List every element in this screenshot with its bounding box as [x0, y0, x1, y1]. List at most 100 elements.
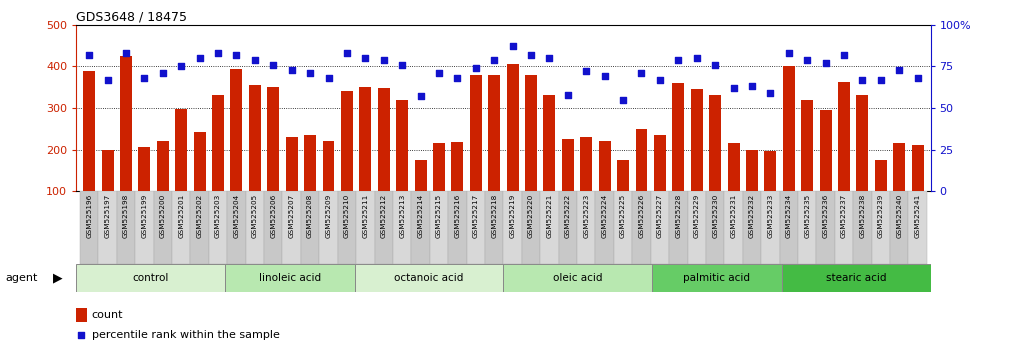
Bar: [193, 132, 205, 233]
Text: GSM525209: GSM525209: [325, 193, 332, 238]
Text: GSM525239: GSM525239: [878, 193, 884, 238]
Text: GSM525228: GSM525228: [675, 193, 681, 238]
Bar: [304, 135, 316, 233]
Bar: [801, 99, 814, 233]
Point: [504, 44, 521, 49]
Text: GSM525208: GSM525208: [307, 193, 313, 238]
Bar: [636, 129, 648, 233]
Bar: [614, 191, 633, 264]
Bar: [338, 191, 356, 264]
Point: [781, 50, 797, 56]
Bar: [525, 75, 537, 233]
Bar: [782, 264, 931, 292]
Bar: [99, 191, 117, 264]
Point: [873, 77, 889, 82]
Point: [375, 57, 392, 63]
Bar: [120, 56, 132, 233]
Bar: [154, 191, 172, 264]
Point: [136, 75, 153, 81]
Text: GSM525212: GSM525212: [380, 193, 386, 238]
Bar: [356, 191, 374, 264]
Text: GSM525211: GSM525211: [362, 193, 368, 238]
Bar: [175, 109, 187, 233]
Text: GSM525199: GSM525199: [141, 193, 147, 238]
Point: [725, 85, 741, 91]
Point: [763, 90, 779, 96]
Bar: [503, 264, 652, 292]
Point: [284, 67, 300, 73]
Text: GSM525221: GSM525221: [546, 193, 552, 238]
Text: GSM525238: GSM525238: [859, 193, 865, 238]
Text: linoleic acid: linoleic acid: [258, 273, 321, 283]
Bar: [76, 264, 225, 292]
Text: GSM525232: GSM525232: [749, 193, 755, 238]
Point: [247, 57, 263, 63]
Text: GSM525213: GSM525213: [399, 193, 405, 238]
Bar: [319, 191, 338, 264]
Text: oleic acid: oleic acid: [553, 273, 602, 283]
Point: [634, 70, 650, 76]
Point: [743, 84, 760, 89]
Bar: [283, 191, 301, 264]
Point: [652, 77, 668, 82]
Bar: [433, 143, 445, 233]
Point: [854, 77, 871, 82]
Text: GSM525234: GSM525234: [786, 193, 792, 238]
Bar: [83, 70, 96, 233]
Bar: [488, 75, 500, 233]
Bar: [581, 137, 592, 233]
Bar: [172, 191, 190, 264]
Bar: [617, 160, 630, 233]
Point: [118, 50, 134, 56]
Bar: [190, 191, 208, 264]
Bar: [225, 264, 355, 292]
Bar: [249, 85, 260, 233]
Bar: [872, 191, 890, 264]
Bar: [780, 191, 798, 264]
Bar: [633, 191, 651, 264]
Bar: [227, 191, 246, 264]
Point: [210, 50, 226, 56]
Bar: [727, 143, 739, 233]
Bar: [485, 191, 503, 264]
Point: [155, 70, 171, 76]
Point: [541, 55, 557, 61]
Text: GSM525207: GSM525207: [289, 193, 295, 238]
Bar: [322, 141, 335, 233]
Point: [173, 63, 189, 69]
Bar: [397, 99, 408, 233]
Text: GSM525225: GSM525225: [620, 193, 626, 238]
Bar: [430, 191, 448, 264]
Bar: [135, 191, 154, 264]
Bar: [76, 308, 86, 321]
Bar: [80, 191, 99, 264]
Text: GSM525235: GSM525235: [804, 193, 811, 238]
Point: [597, 74, 613, 79]
Text: GSM525198: GSM525198: [123, 193, 129, 238]
Text: GSM525219: GSM525219: [510, 193, 516, 238]
Bar: [817, 191, 835, 264]
Bar: [138, 148, 151, 233]
Bar: [908, 191, 926, 264]
Bar: [522, 191, 540, 264]
Bar: [470, 75, 482, 233]
Bar: [853, 191, 872, 264]
Bar: [577, 191, 596, 264]
Point: [100, 77, 116, 82]
Point: [81, 52, 98, 58]
Bar: [102, 149, 114, 233]
Text: agent: agent: [5, 273, 38, 283]
Text: GSM525201: GSM525201: [178, 193, 184, 238]
Point: [468, 65, 484, 71]
Text: GSM525237: GSM525237: [841, 193, 847, 238]
Text: stearic acid: stearic acid: [826, 273, 887, 283]
Bar: [765, 151, 776, 233]
Bar: [411, 191, 430, 264]
Text: GSM525217: GSM525217: [473, 193, 479, 238]
Text: palmitic acid: palmitic acid: [683, 273, 751, 283]
Bar: [561, 139, 574, 233]
Text: GSM525206: GSM525206: [271, 193, 277, 238]
Text: GSM525230: GSM525230: [712, 193, 718, 238]
Text: GSM525240: GSM525240: [896, 193, 902, 238]
Text: GSM525196: GSM525196: [86, 193, 93, 238]
